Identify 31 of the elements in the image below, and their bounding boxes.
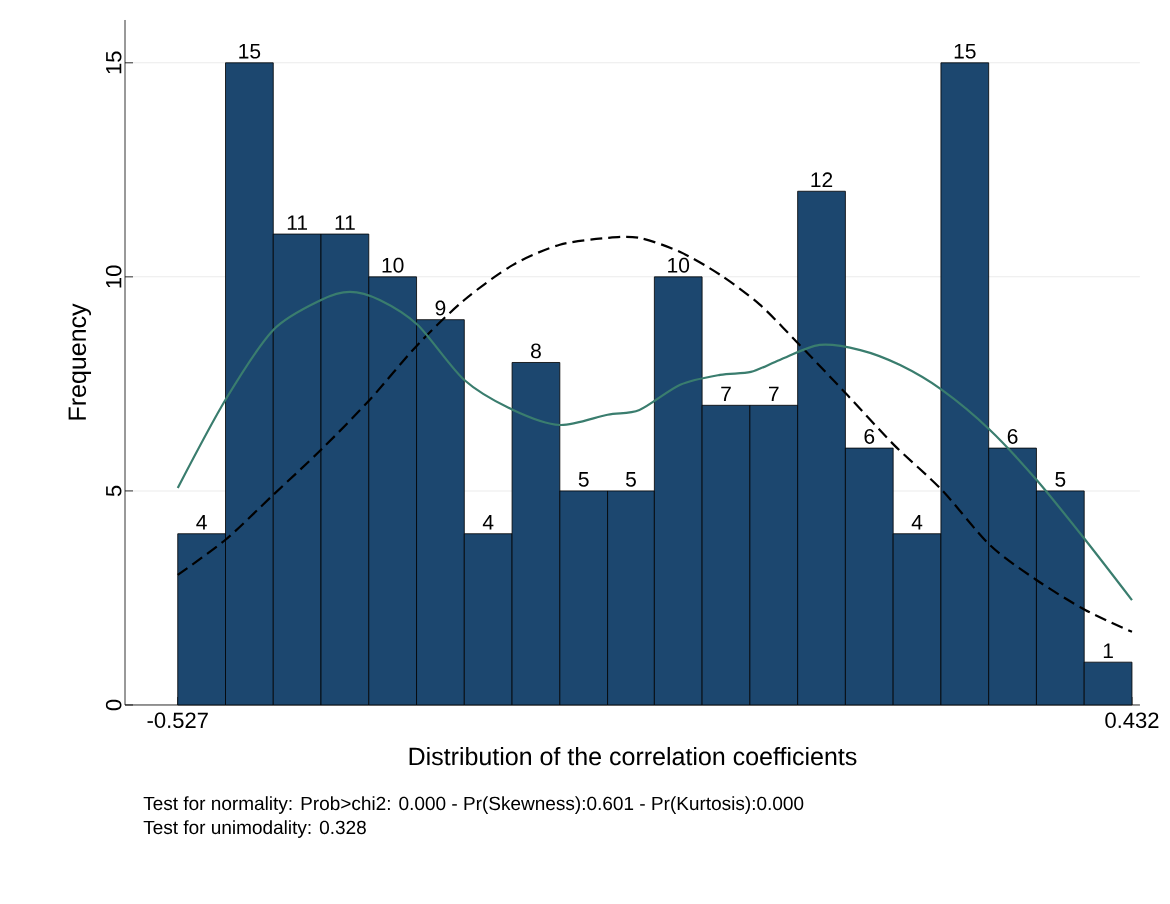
data-label: 12 — [811, 172, 833, 188]
data-label: 7 — [721, 386, 731, 402]
data-label: 11 — [287, 215, 308, 230]
data-label: 11 — [335, 215, 355, 230]
data-label: 6 — [1007, 429, 1018, 444]
data-label: 5 — [1055, 472, 1066, 487]
data-label: 1 — [1103, 643, 1113, 658]
data-label: 10 — [382, 257, 404, 273]
data-label: 5 — [625, 472, 636, 487]
data-label: 5 — [578, 472, 589, 487]
data-label: 15 — [239, 43, 261, 59]
data-label: 4 — [482, 515, 494, 530]
data-label: 7 — [769, 386, 779, 402]
data-label: 8 — [531, 343, 541, 359]
data-label: 4 — [911, 515, 923, 530]
text: Test for unimodality: 0.328 — [143, 820, 366, 838]
y-tick-label: 0 — [105, 699, 122, 711]
text: Test for normality: Prob>chi2: 0.000 - Pr(Skewness):0.601 - Pr(Kurtosis):0.000 — [143, 796, 804, 814]
x-axis-title: Distribution of the correlation coefficients — [409, 746, 857, 766]
data-label: 4 — [196, 515, 207, 530]
y-tick-label: 15 — [106, 51, 122, 74]
data-label: 15 — [954, 43, 976, 59]
y-axis-title: Frequency — [68, 303, 92, 420]
y-tick-label: 10 — [105, 265, 122, 288]
line-series — [176, 290, 1134, 602]
data-label: 9 — [435, 300, 446, 316]
x-tick-label: 0.432 — [1105, 712, 1159, 729]
y-tick-label: 5 — [106, 485, 122, 497]
x-tick-label: -0.527 — [147, 712, 208, 729]
data-label: 10 — [668, 257, 690, 273]
data-label: 6 — [864, 429, 875, 444]
